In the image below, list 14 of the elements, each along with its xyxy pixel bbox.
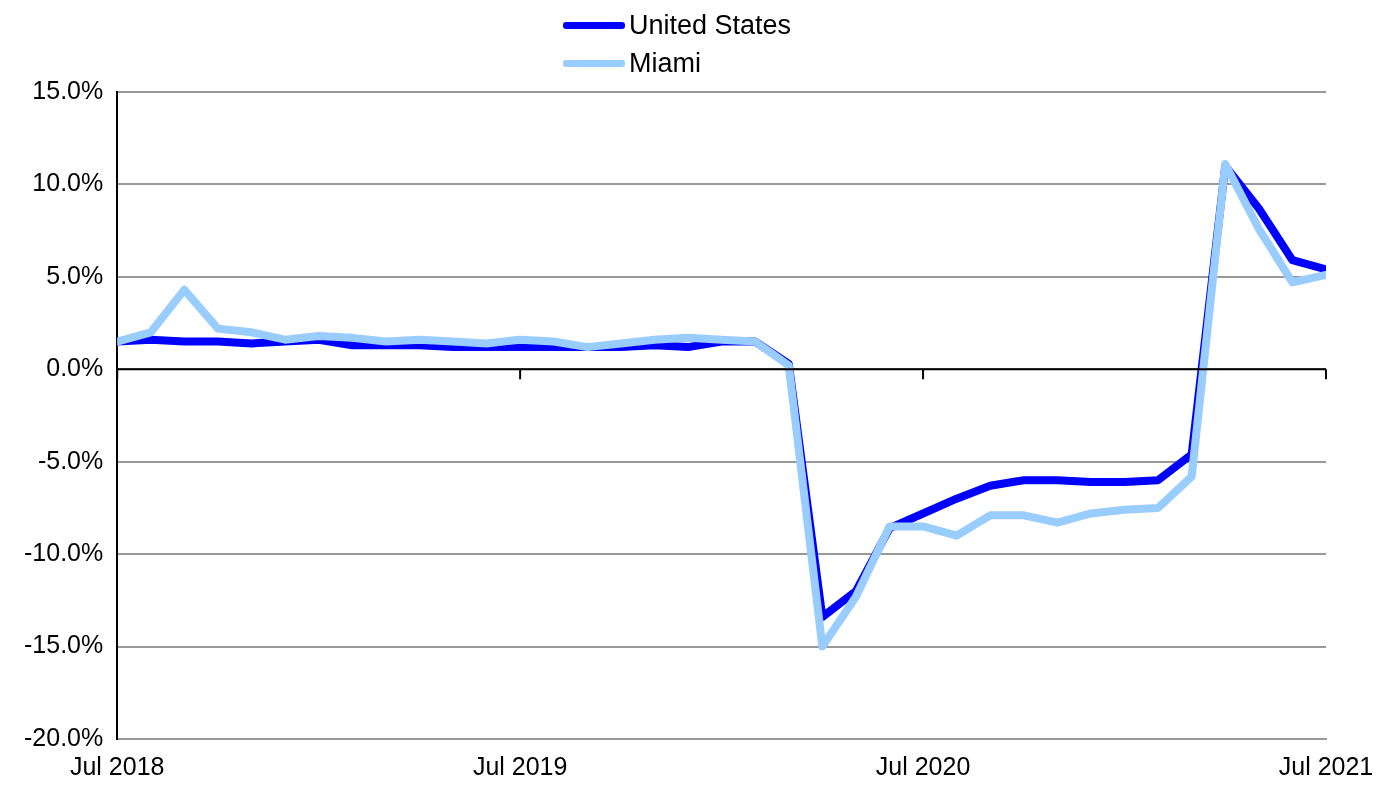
y-tick-label: -10.0% [23,538,104,567]
legend-label: United States [629,9,792,42]
x-tick-label: Jul 2020 [875,751,971,780]
y-tick-label: -15.0% [23,630,104,659]
y-tick-label: -5.0% [37,445,104,474]
legend-label: Miami [629,47,701,80]
x-tick-label: Jul 2019 [472,751,568,780]
x-tick-label: Jul 2018 [69,751,165,780]
y-tick-label: 5.0% [46,260,104,289]
x-tick-label: Jul 2021 [1278,751,1374,780]
y-tick-label: 15.0% [32,75,104,104]
y-tick-label: 10.0% [32,168,104,197]
y-tick-label: 0.0% [46,353,104,382]
y-tick-label: -20.0% [23,722,104,751]
